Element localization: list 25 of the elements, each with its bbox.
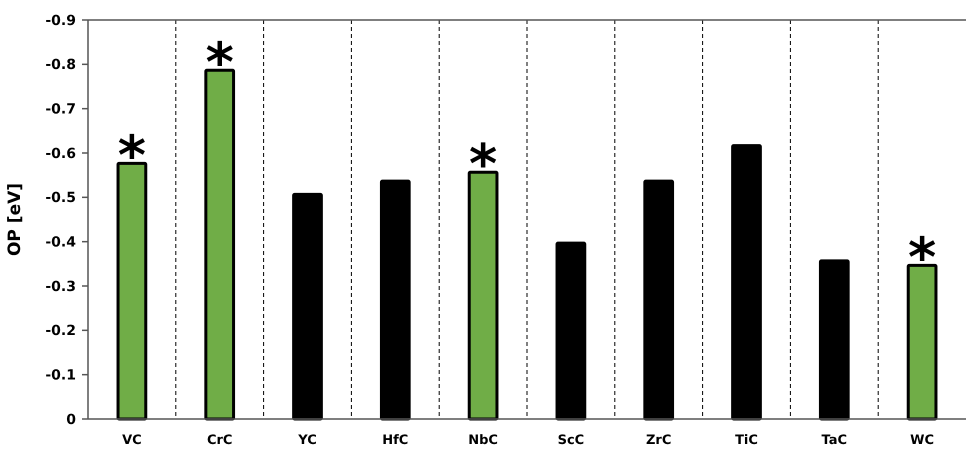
- annotation: *: [206, 30, 234, 94]
- y-axis-title: OP [eV]: [5, 182, 25, 256]
- x-tick-label: ZrC: [646, 433, 672, 448]
- x-tick-label: TiC: [735, 433, 758, 448]
- y-tick-label: -0.1: [45, 368, 76, 384]
- y-tick-label: -0.8: [45, 57, 76, 74]
- y-tick-label: -0.3: [45, 278, 76, 295]
- y-tick-label: -0.2: [45, 323, 76, 340]
- x-tick-label: ScC: [558, 433, 584, 448]
- x-tick-label: TaC: [822, 433, 848, 448]
- x-tick-label: VC: [122, 433, 142, 448]
- y-tick-label: -0.6: [45, 146, 76, 162]
- annotation: *: [468, 132, 498, 196]
- x-tick-label: HfC: [382, 433, 408, 448]
- y-tick-label: -0.7: [45, 102, 76, 118]
- annotation: *: [118, 124, 146, 187]
- y-tick-label: 0: [66, 412, 76, 428]
- x-tick-label: YC: [297, 433, 317, 448]
- y-tick-label: -0.9: [45, 12, 76, 29]
- x-tick-label: NbC: [468, 433, 498, 448]
- x-tick-label: WC: [910, 433, 934, 448]
- y-tick-label: -0.5: [45, 190, 76, 206]
- y-tick-label: -0.4: [45, 234, 76, 251]
- annotation: *: [908, 226, 936, 289]
- x-tick-label: CrC: [206, 433, 232, 448]
